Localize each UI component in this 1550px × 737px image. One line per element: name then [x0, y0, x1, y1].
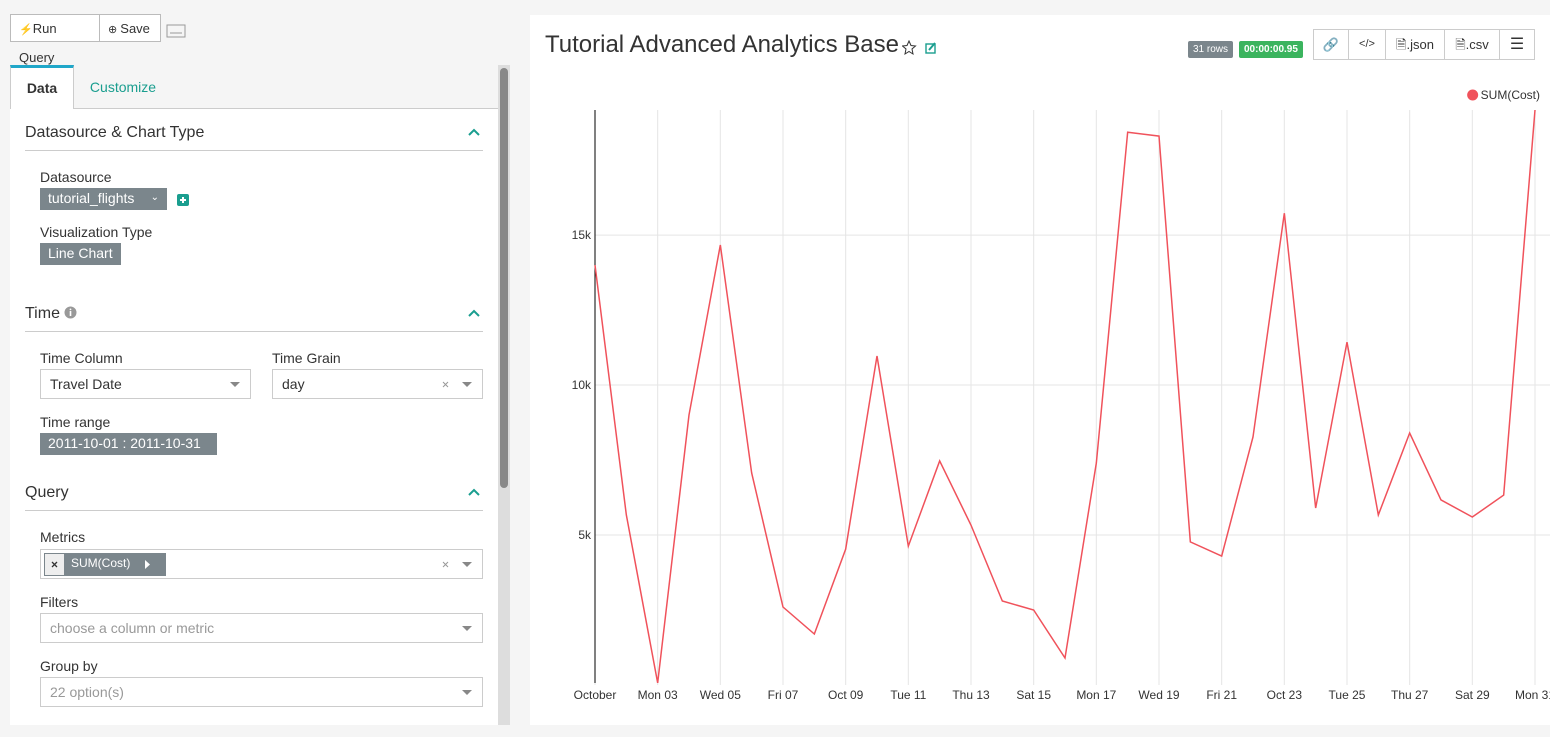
placeholder: 22 option(s): [50, 684, 124, 700]
x-tick-label: Thu 27: [1391, 688, 1429, 702]
x-tick-label: Thu 13: [952, 688, 990, 702]
section-title: Time: [25, 305, 60, 322]
add-icon[interactable]: [177, 194, 189, 206]
y-tick-label: 10k: [572, 378, 592, 392]
row-count: 31 rows: [1188, 41, 1234, 58]
x-tick-label: Mon 03: [638, 688, 678, 702]
datasource-select[interactable]: tutorial_flights ⌄: [40, 188, 167, 210]
time-column-select[interactable]: Travel Date: [40, 369, 251, 399]
x-tick-label: Sat 15: [1016, 688, 1051, 702]
menu-button[interactable]: ☰: [1499, 29, 1535, 60]
x-tick-label: Oct 23: [1267, 688, 1303, 702]
csv-label: .csv: [1465, 37, 1489, 52]
save-label: Save: [120, 21, 150, 36]
json-label: .json: [1406, 37, 1434, 52]
label: Metrics: [40, 529, 86, 545]
section-title: Query: [25, 484, 69, 501]
y-tick-label: 15k: [572, 228, 592, 242]
control-panel: Data Customize Datasource & Chart Type D…: [10, 65, 498, 725]
embed-button[interactable]: </>: [1348, 29, 1386, 60]
x-tick-label: Mon 31: [1515, 688, 1550, 702]
y-tick-label: 5k: [578, 528, 592, 542]
label: Series limit: [40, 722, 108, 725]
placeholder: choose a column or metric: [50, 620, 215, 636]
x-tick-label: Oct 09: [828, 688, 864, 702]
x-tick-label: Fri 07: [768, 688, 799, 702]
x-tick-label: October: [574, 688, 617, 702]
x-tick-label: Mon 17: [1076, 688, 1116, 702]
legend-label: SUM(Cost): [1481, 88, 1540, 102]
x-tick-label: Sat 29: [1455, 688, 1490, 702]
query-duration: 00:00:00.95: [1239, 41, 1303, 58]
run-query-label: Run Query: [19, 21, 57, 65]
label: Datasource: [40, 169, 112, 185]
x-tick-label: Wed 19: [1138, 688, 1179, 702]
chart-panel: [530, 15, 1550, 725]
line: [594, 109, 1536, 684]
scrollbar[interactable]: [498, 65, 510, 725]
filters-select[interactable]: choose a column or metric: [40, 613, 483, 643]
x-tick-label: Tue 11: [890, 688, 926, 702]
tab[interactable]: Customize: [89, 79, 157, 95]
x-tick-label: Wed 05: [700, 688, 741, 702]
value: tutorial_flights: [48, 190, 135, 206]
section-title: Datasource & Chart Type: [25, 124, 205, 141]
chart-title: Tutorial Advanced Analytics Base: [545, 31, 899, 58]
title-icons[interactable]: [902, 40, 938, 56]
label: Time range: [40, 414, 111, 430]
group-by-select[interactable]: 22 option(s): [40, 677, 483, 707]
tab-divider: [73, 108, 498, 109]
section-header[interactable]: Query: [25, 476, 483, 511]
metric-chip[interactable]: SUM(Cost): [44, 553, 166, 576]
chart: 5k 10k 15k October Mon 03 Wed 05 Fri 07 Oct 09 T…: [572, 88, 1550, 702]
x-tick-label: Tue 25: [1329, 688, 1366, 702]
save-button[interactable]: ⊕ Save: [99, 14, 161, 42]
keyboard-icon[interactable]: [166, 24, 186, 38]
time-grain-select[interactable]: day: [272, 369, 483, 399]
section-header[interactable]: Time: [25, 297, 483, 332]
label: Group by: [40, 658, 98, 674]
link-button[interactable]: 🔗: [1313, 29, 1349, 60]
time-range[interactable]: 2011-10-01 : 2011-10-31: [40, 433, 217, 455]
label: Sort By: [272, 722, 318, 725]
value: day: [282, 376, 305, 392]
tab-content: Datasource & Chart Type Datasource tutor…: [10, 109, 498, 725]
viz-select[interactable]: Line Chart: [40, 243, 121, 265]
tab[interactable]: Data: [10, 65, 74, 111]
label: Time Column: [40, 350, 123, 366]
label: Filters: [40, 594, 79, 610]
section-header[interactable]: Datasource & Chart Type: [25, 116, 483, 151]
metric-value: SUM(Cost): [71, 556, 131, 570]
label: Visualization Type: [40, 224, 153, 240]
legend-marker: [1467, 89, 1479, 101]
run-query-button[interactable]: ⚡Run Query: [10, 14, 100, 65]
metrics-select[interactable]: SUM(Cost): [40, 549, 483, 579]
json-button[interactable]: 🗎.json: [1385, 29, 1445, 60]
value: Travel Date: [50, 376, 122, 392]
x-tick-label: Fri 21: [1206, 688, 1237, 702]
label: Time Grain: [272, 350, 341, 366]
